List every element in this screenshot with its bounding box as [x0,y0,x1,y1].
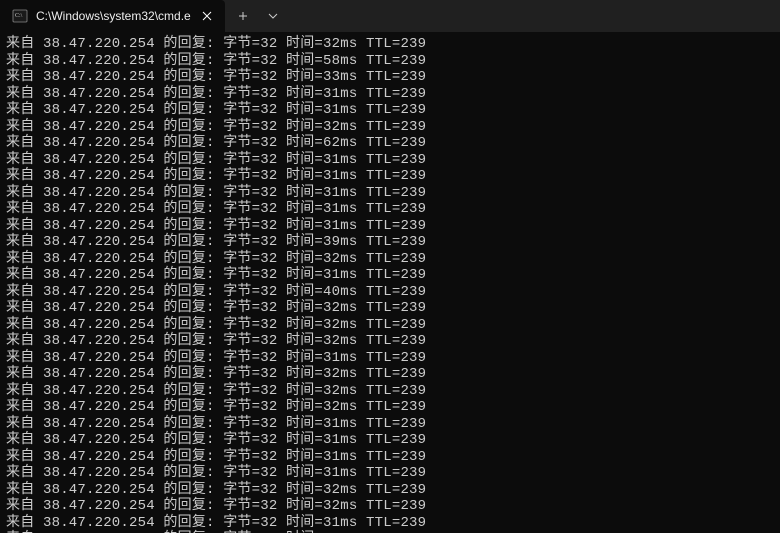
ping-reply-line: 来自 38.47.220.254 的回复: 字节=32 时间=32ms TTL=… [6,399,780,416]
ping-reply-line: 来自 38.47.220.254 的回复: 字节=32 时间=31ms TTL=… [6,152,780,169]
ping-reply-line: 来自 38.47.220.254 的回复: 字节=32 时间=31ms TTL=… [6,515,780,532]
tab-title: C:\Windows\system32\cmd.e [36,9,191,23]
ping-reply-line: 来自 38.47.220.254 的回复: 字节=32 时间=32ms TTL=… [6,300,780,317]
cmd-icon: C:\ [12,8,28,24]
ping-reply-line: 来自 38.47.220.254 的回复: 字节=32 时间=31ms TTL=… [6,449,780,466]
ping-reply-line: 来自 38.47.220.254 的回复: 字节=32 时间=31ms TTL=… [6,218,780,235]
ping-reply-line: 来自 38.47.220.254 的回复: 字节=32 时间=40ms TTL=… [6,284,780,301]
ping-reply-line: 来自 38.47.220.254 的回复: 字节=32 时间=58ms TTL=… [6,53,780,70]
ping-reply-line: 来自 38.47.220.254 的回复: 字节=32 时间=32ms TTL=… [6,317,780,334]
ping-reply-line: 来自 38.47.220.254 的回复: 字节=32 时间=31ms TTL=… [6,185,780,202]
ping-reply-line: 来自 38.47.220.254 的回复: 字节=32 时间=31ms TTL=… [6,465,780,482]
ping-reply-line: 来自 38.47.220.254 的回复: 字节=32 时间=33ms TTL=… [6,69,780,86]
ping-reply-line: 来自 38.47.220.254 的回复: 字节=32 时间=62ms TTL=… [6,135,780,152]
ping-reply-line: 来自 38.47.220.254 的回复: 字节=32 时间=32ms TTL=… [6,366,780,383]
ping-reply-line: 来自 38.47.220.254 的回复: 字节=32 时间=31ms TTL=… [6,416,780,433]
ping-reply-line: 来自 38.47.220.254 的回复: 字节=32 时间=31ms TTL=… [6,86,780,103]
ping-reply-line: 来自 38.47.220.254 的回复: 字节=32 时间=32ms TTL=… [6,482,780,499]
terminal-tab[interactable]: C:\ C:\Windows\system32\cmd.e [0,0,225,32]
ping-reply-line: 来自 38.47.220.254 的回复: 字节=32 时间=31ms TTL=… [6,201,780,218]
ping-reply-line: 来自 38.47.220.254 的回复: 字节=32 时间=31ms TTL=… [6,168,780,185]
tab-close-button[interactable] [199,8,215,24]
titlebar: C:\ C:\Windows\system32\cmd.e [0,0,780,32]
ping-reply-line: 来自 38.47.220.254 的回复: 字节=32 时间=31ms TTL=… [6,350,780,367]
ping-reply-line: 来自 38.47.220.254 的回复: 字节=32 时间=32ms TTL=… [6,498,780,515]
tab-dropdown-button[interactable] [261,0,285,32]
terminal-output[interactable]: 来自 38.47.220.254 的回复: 字节=32 时间=32ms TTL=… [0,32,780,533]
ping-reply-line: 来自 38.47.220.254 的回复: 字节=32 时间=31ms TTL=… [6,102,780,119]
ping-reply-line: 来自 38.47.220.254 的回复: 字节=32 时间=32ms TTL=… [6,383,780,400]
ping-reply-line: 来自 38.47.220.254 的回复: 字节=32 时间=32ms TTL=… [6,333,780,350]
svg-text:C:\: C:\ [15,13,23,19]
ping-reply-line: 来自 38.47.220.254 的回复: 字节=32 时间=32ms TTL=… [6,119,780,136]
ping-reply-line: 来自 38.47.220.254 的回复: 字节=32 时间=31ms TTL=… [6,267,780,284]
ping-reply-line: 来自 38.47.220.254 的回复: 字节=32 时间=31ms TTL=… [6,432,780,449]
ping-reply-line: 来自 38.47.220.254 的回复: 字节=32 时间=32ms TTL=… [6,251,780,268]
new-tab-button[interactable] [225,0,261,32]
ping-reply-line: 来自 38.47.220.254 的回复: 字节=32 时间=39ms TTL=… [6,234,780,251]
ping-reply-line: 来自 38.47.220.254 的回复: 字节=32 时间=32ms TTL=… [6,36,780,53]
